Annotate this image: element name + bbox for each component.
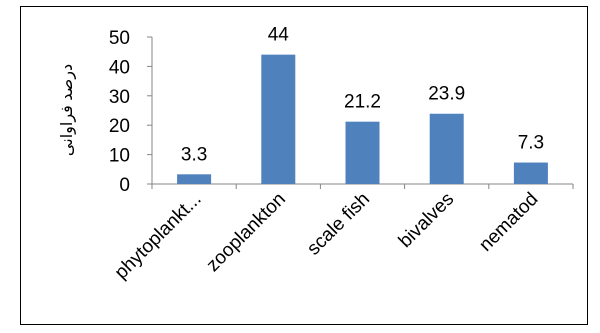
y-tick-label: 40 [109, 57, 130, 78]
category-labels: phytoplankt...zooplankton scale fish bival… [111, 189, 543, 284]
category-label: phytoplankt... [111, 189, 206, 284]
y-tick-label: 50 [109, 28, 130, 49]
x-axis [151, 183, 574, 189]
data-labels: 3.3 44 21.2 23.9 7.3 [181, 25, 544, 166]
category-label: zooplankton [203, 189, 290, 276]
category-label: bivalves [395, 189, 458, 252]
y-axis-title: درصد فراوانی [59, 64, 77, 156]
data-label: 21.2 [344, 92, 381, 113]
y-axis: 0 10 20 30 40 50 [109, 28, 153, 196]
bar [429, 113, 464, 184]
bar [261, 54, 296, 184]
bar [345, 121, 380, 184]
bars [177, 54, 548, 184]
bar [177, 174, 212, 184]
data-label: 44 [268, 25, 290, 46]
y-tick-label: 0 [119, 175, 130, 196]
category-label: nematod [475, 189, 542, 256]
data-label: 7.3 [518, 133, 544, 154]
y-tick-label: 10 [109, 146, 130, 167]
data-label: 3.3 [181, 144, 207, 165]
bar [513, 162, 548, 184]
y-tick-label: 30 [109, 87, 130, 108]
chart-area [20, 6, 588, 325]
data-label: 23.9 [428, 84, 465, 105]
category-label: scale fish [303, 189, 374, 260]
y-tick-label: 20 [109, 116, 130, 137]
